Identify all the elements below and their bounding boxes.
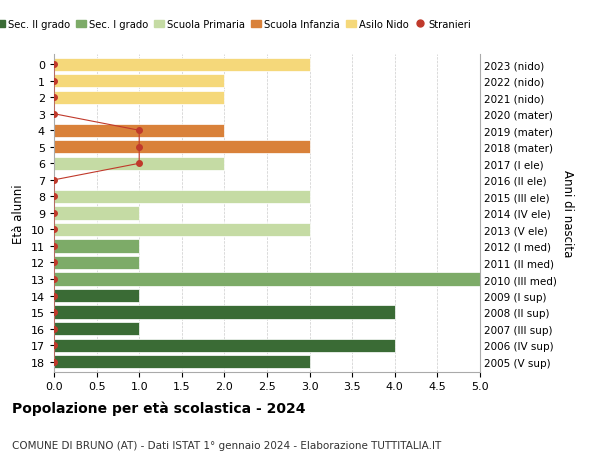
Bar <box>54 256 139 269</box>
Bar <box>54 355 310 369</box>
Text: COMUNE DI BRUNO (AT) - Dati ISTAT 1° gennaio 2024 - Elaborazione TUTTITALIA.IT: COMUNE DI BRUNO (AT) - Dati ISTAT 1° gen… <box>12 440 441 450</box>
Bar <box>54 273 480 286</box>
Y-axis label: Età alunni: Età alunni <box>12 184 25 243</box>
Bar <box>54 91 224 105</box>
Y-axis label: Anni di nascita: Anni di nascita <box>561 170 574 257</box>
Bar <box>54 141 310 154</box>
Bar <box>54 124 224 138</box>
Bar <box>54 289 139 302</box>
Bar <box>54 207 139 220</box>
Bar <box>54 224 310 236</box>
Bar <box>54 75 224 88</box>
Bar <box>54 240 139 253</box>
Bar <box>54 157 224 171</box>
Bar <box>54 306 395 319</box>
Bar <box>54 190 310 203</box>
Legend: Sec. II grado, Sec. I grado, Scuola Primaria, Scuola Infanzia, Asilo Nido, Stran: Sec. II grado, Sec. I grado, Scuola Prim… <box>0 16 475 34</box>
Text: Popolazione per età scolastica - 2024: Popolazione per età scolastica - 2024 <box>12 401 305 415</box>
Bar <box>54 322 139 336</box>
Bar <box>54 58 310 72</box>
Bar <box>54 339 395 352</box>
